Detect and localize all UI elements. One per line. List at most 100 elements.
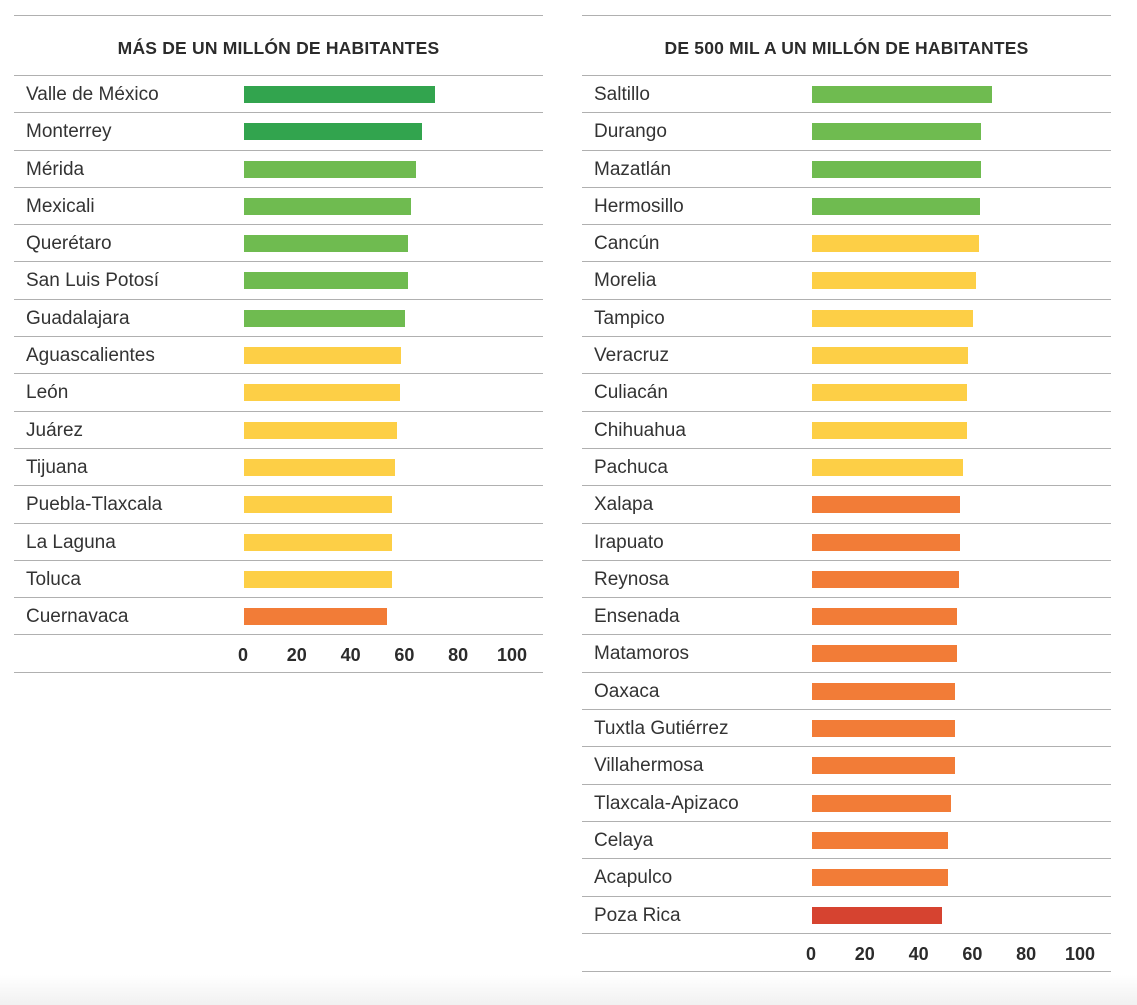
bar: [244, 272, 409, 290]
bar-row: Oaxaca: [582, 673, 1111, 711]
category-label: Cancún: [594, 233, 660, 255]
bar-row: Mérida: [14, 151, 543, 188]
x-tick-label: 80: [1016, 943, 1037, 964]
category-label: Saltillo: [594, 84, 650, 105]
bar-row: Acapulco: [582, 859, 1111, 897]
bar: [812, 160, 982, 178]
x-tick-label: 40: [340, 645, 361, 666]
x-tick-label: 0: [805, 943, 817, 964]
x-tick-label: 20: [286, 645, 307, 666]
category-label: León: [26, 382, 69, 404]
x-axis: 0 20 40 60 80 100: [582, 934, 1111, 972]
category-label: Toluca: [26, 568, 81, 590]
bar: [812, 608, 958, 626]
x-axis: 0 20 40 60 80 100: [14, 635, 543, 674]
category-label: Acapulco: [594, 867, 673, 889]
category-label: Tuxtla Gutiérrez: [594, 718, 729, 740]
category-label: Irapuato: [594, 531, 664, 553]
bar-row: Chihuahua: [582, 412, 1111, 449]
bar-row: Pachuca: [582, 449, 1111, 487]
bar-row: Mexicali: [14, 188, 543, 226]
bar-row: Villahermosa: [582, 747, 1111, 785]
bar-row: Celaya: [582, 822, 1111, 860]
bar-row: San Luis Potosí: [14, 262, 543, 300]
category-label: Tampico: [594, 307, 665, 329]
bar: [812, 458, 963, 476]
bar: [812, 197, 981, 215]
bar-row: Cuernavaca: [14, 598, 543, 636]
bar-row: Tijuana: [14, 449, 543, 487]
bar: [812, 347, 969, 365]
bar: [812, 869, 948, 887]
bar-row: Puebla-Tlaxcala: [14, 486, 543, 524]
bar-rows: Valle de México Monterrey Mérida Mexicali Qu…: [14, 76, 543, 636]
category-label: Durango: [594, 121, 667, 143]
category-label: La Laguna: [26, 531, 116, 553]
bar-row: Durango: [582, 113, 1111, 151]
bar: [812, 496, 960, 514]
bar-row: Monterrey: [14, 113, 543, 151]
bar: [244, 123, 422, 141]
bar-row: Querétaro: [14, 225, 543, 263]
bar: [812, 86, 993, 103]
bar: [244, 235, 409, 253]
bar: [812, 235, 979, 253]
bar-row: Toluca: [14, 561, 543, 599]
bar-row: Morelia: [582, 262, 1111, 300]
bar: [812, 645, 958, 663]
bar-row: Cancún: [582, 225, 1111, 263]
chart-medium-cities: DE 500 MIL A UN MILLÓN DE HABITANTES Sal…: [582, 15, 1111, 972]
bar-row: Tampico: [582, 300, 1111, 338]
bar-row: Mazatlán: [582, 151, 1111, 188]
category-label: Matamoros: [594, 643, 690, 665]
x-tick-label: 60: [394, 645, 415, 666]
bar: [812, 533, 960, 551]
category-label: Oaxaca: [594, 680, 660, 702]
bar: [812, 682, 955, 700]
x-tick-label: 60: [962, 943, 983, 964]
chart-large-cities: MÁS DE UN MILLÓN DE HABITANTES Valle de …: [14, 15, 543, 674]
category-label: Veracruz: [594, 345, 669, 367]
category-label: Reynosa: [594, 568, 669, 590]
category-label: Juárez: [26, 419, 84, 441]
x-tick-label: 100: [1064, 943, 1096, 964]
bar: [812, 421, 967, 439]
bar-row: Irapuato: [582, 524, 1111, 561]
category-label: Ensenada: [594, 606, 680, 628]
bar-row: Guadalajara: [14, 300, 543, 338]
category-label: Xalapa: [594, 494, 654, 516]
bar-rows: Saltillo Durango Mazatlán Hermosillo Cancún M…: [582, 76, 1111, 934]
category-label: Cuernavaca: [26, 606, 129, 628]
bar-row: Poza Rica: [582, 897, 1111, 934]
bar: [812, 720, 955, 738]
category-label: Mérida: [26, 158, 85, 180]
bar: [812, 794, 951, 812]
category-label: Aguascalientes: [26, 345, 155, 367]
chart-title: DE 500 MIL A UN MILLÓN DE HABITANTES: [582, 16, 1111, 76]
bottom-fade: [0, 975, 1137, 1005]
x-tick-label: 100: [496, 645, 528, 666]
category-label: Morelia: [594, 270, 657, 292]
bar: [812, 570, 959, 588]
category-label: Celaya: [594, 829, 654, 851]
bar-row: Culiacán: [582, 374, 1111, 412]
category-label: Culiacán: [594, 382, 668, 404]
category-label: San Luis Potosí: [26, 270, 160, 292]
category-label: Hermosillo: [594, 195, 684, 217]
bar: [244, 384, 401, 402]
bar: [244, 496, 392, 514]
bar: [812, 831, 948, 849]
bar: [244, 86, 435, 103]
bar-row: Xalapa: [582, 486, 1111, 524]
bar-row: Hermosillo: [582, 188, 1111, 226]
bar-row: Veracruz: [582, 337, 1111, 375]
bar: [812, 757, 955, 775]
category-label: Valle de México: [26, 84, 159, 105]
bar: [244, 347, 402, 365]
category-label: Mexicali: [26, 195, 95, 217]
category-label: Pachuca: [594, 456, 668, 478]
category-label: Villahermosa: [594, 755, 704, 777]
bar: [244, 309, 406, 327]
bar: [244, 608, 387, 626]
category-label: Tijuana: [26, 456, 88, 478]
